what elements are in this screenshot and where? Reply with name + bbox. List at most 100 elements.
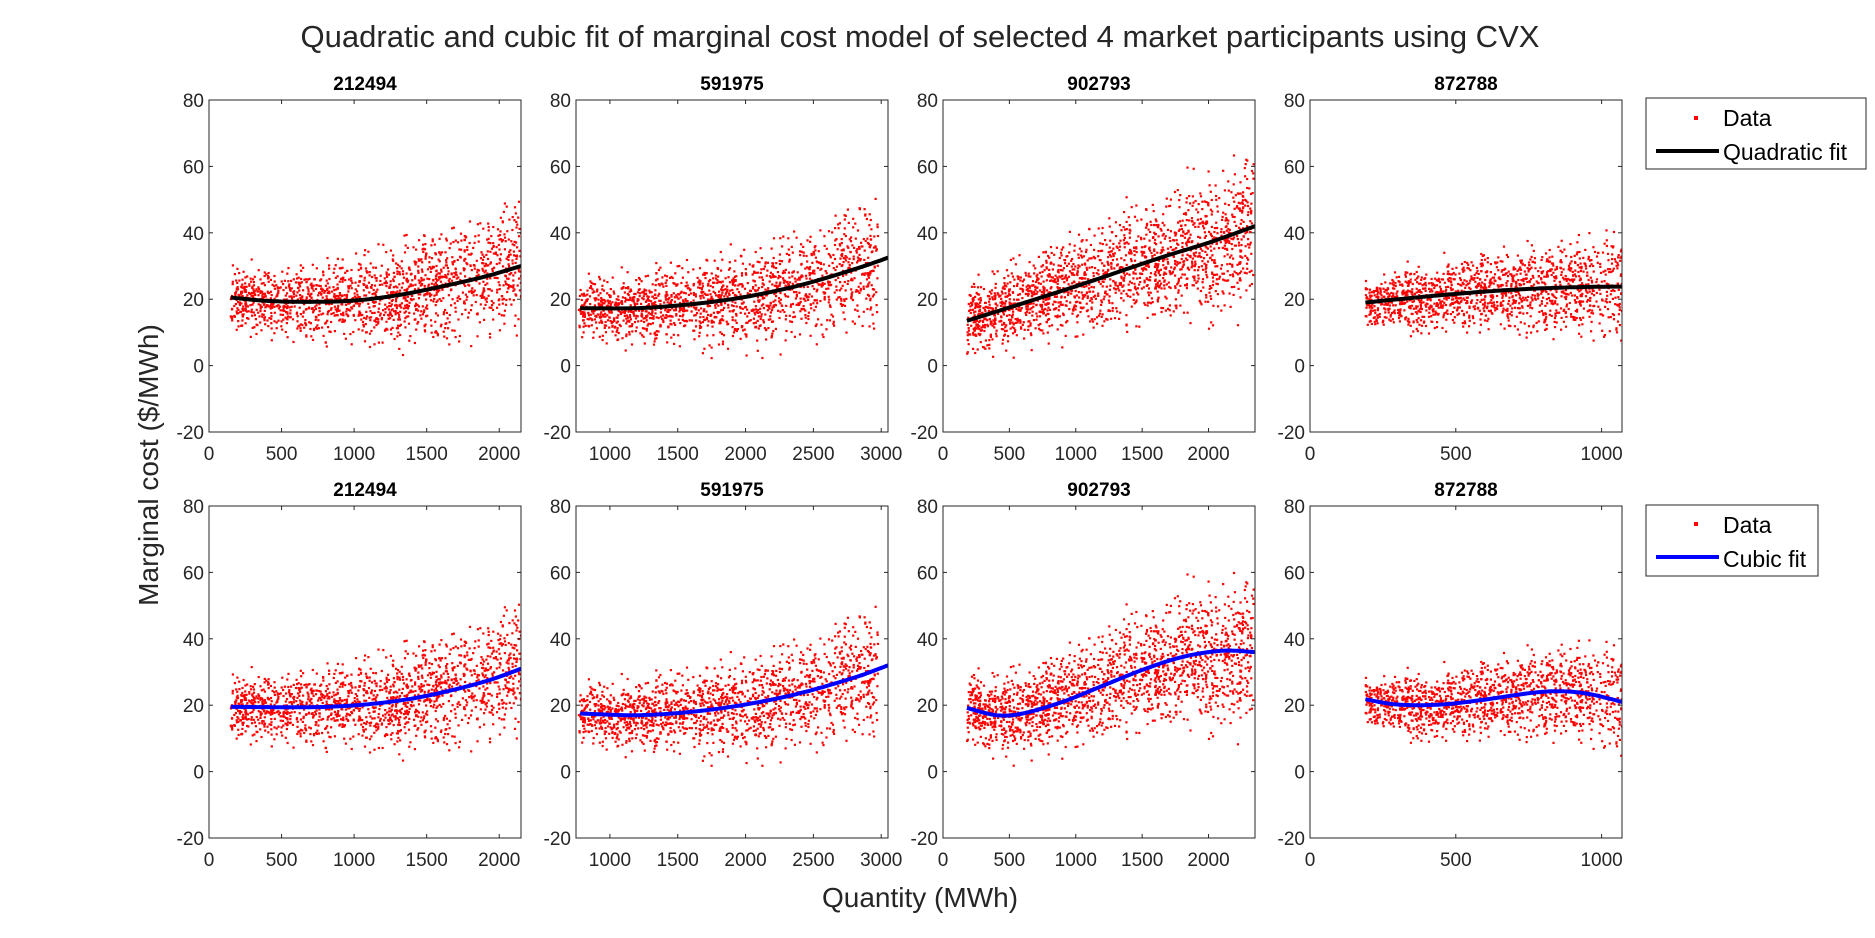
data-point [484, 303, 487, 306]
data-point [255, 332, 258, 336]
data-point [1047, 306, 1050, 309]
data-point [311, 263, 314, 266]
data-point [1032, 284, 1035, 287]
data-point [292, 291, 295, 294]
data-point [1109, 278, 1112, 281]
data-point [1203, 236, 1206, 239]
data-point [234, 294, 237, 297]
data-point [582, 325, 585, 328]
data-point [440, 251, 444, 254]
x-tick-label: 1000 [333, 444, 375, 465]
data-point [463, 300, 466, 303]
data-point [284, 294, 287, 297]
data-point [1135, 204, 1138, 207]
data-point [808, 268, 811, 271]
data-point [1163, 284, 1166, 287]
data-point [431, 265, 434, 268]
data-point [440, 323, 443, 326]
data-point [1174, 298, 1177, 301]
data-point [692, 282, 695, 286]
data-point [250, 294, 253, 297]
data-point [616, 320, 619, 323]
data-point [494, 252, 497, 255]
data-point [737, 291, 741, 294]
data-point [1137, 293, 1140, 296]
data-point [733, 270, 736, 273]
data-point [973, 285, 976, 288]
data-point [1185, 284, 1188, 287]
data-point [868, 294, 871, 297]
data-point [701, 352, 704, 355]
data-point [1114, 291, 1117, 294]
data-point [745, 321, 748, 324]
data-point [1236, 205, 1239, 208]
data-point [578, 324, 581, 327]
data-point [865, 285, 868, 288]
data-point [247, 310, 250, 313]
data-point [1071, 312, 1074, 315]
data-point [754, 290, 757, 293]
data-point [426, 277, 429, 280]
data-point [759, 271, 762, 274]
data-point [443, 335, 446, 338]
data-point [670, 295, 673, 298]
data-point [354, 288, 357, 291]
data-point [1003, 282, 1006, 285]
data-point [993, 320, 996, 323]
data-point [995, 332, 998, 335]
data-point [345, 297, 348, 300]
data-point [773, 275, 776, 278]
data-point [476, 223, 479, 226]
data-point [1197, 255, 1200, 258]
data-point [333, 289, 336, 292]
data-point [299, 327, 302, 330]
data-point [582, 331, 585, 334]
data-point [858, 208, 861, 211]
data-point [1092, 274, 1095, 278]
data-point [400, 286, 403, 289]
data-point [1143, 255, 1146, 258]
data-point [655, 296, 658, 299]
data-point [326, 313, 329, 316]
data-point [479, 257, 483, 260]
data-point [766, 261, 769, 264]
data-point [317, 327, 320, 330]
data-point [494, 276, 497, 279]
data-point [1107, 263, 1110, 266]
data-point [341, 266, 344, 269]
data-point [856, 256, 860, 259]
data-point [1140, 267, 1143, 270]
data-point [505, 205, 508, 208]
data-point [642, 335, 645, 338]
data-point [412, 246, 415, 249]
data-point [703, 273, 706, 276]
data-point [430, 324, 433, 327]
data-point [1128, 232, 1131, 235]
data-point [405, 278, 408, 281]
data-point [1225, 241, 1228, 244]
data-point [1223, 244, 1226, 247]
data-point [423, 293, 426, 296]
data-point [802, 308, 806, 311]
data-point [681, 299, 685, 302]
data-point [347, 285, 350, 288]
data-point [740, 302, 743, 305]
data-point [1246, 256, 1249, 259]
data-point [1000, 328, 1003, 331]
data-point [270, 317, 273, 320]
data-point [247, 317, 250, 320]
data-point [1085, 291, 1088, 294]
data-point [1017, 277, 1020, 280]
data-point [589, 317, 592, 320]
data-point [1065, 290, 1068, 293]
data-point [846, 208, 849, 211]
data-point [605, 304, 608, 308]
data-point [1054, 281, 1057, 284]
data-point [1159, 252, 1162, 255]
data-point [1017, 293, 1020, 296]
data-point [1004, 300, 1007, 303]
data-point [504, 240, 507, 243]
data-point [808, 274, 811, 277]
data-point [731, 279, 734, 282]
data-point [451, 263, 454, 266]
